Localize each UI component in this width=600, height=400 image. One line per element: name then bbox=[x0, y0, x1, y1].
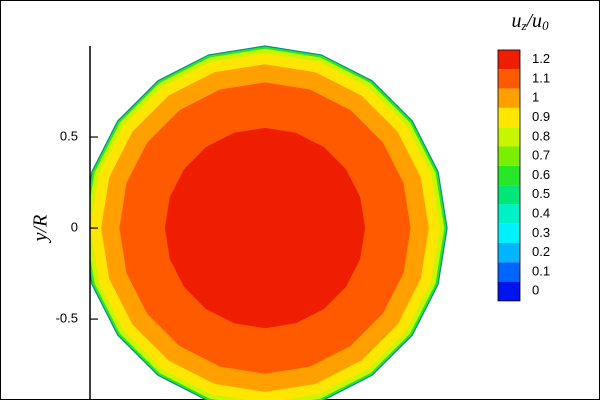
y-tick-label: 0 bbox=[71, 219, 78, 234]
colorbar-swatch bbox=[498, 107, 520, 128]
y-tick-label: 0.5 bbox=[60, 128, 78, 143]
contour-region bbox=[164, 127, 366, 329]
colorbar-border bbox=[497, 49, 521, 302]
y-tick-label: -0.5 bbox=[56, 311, 78, 326]
colorbar-swatch bbox=[498, 281, 520, 301]
colorbar-swatch bbox=[498, 262, 520, 282]
colorbar-label: 0.2 bbox=[532, 244, 550, 259]
colorbar-swatch bbox=[498, 146, 520, 166]
y-axis-label: y/R bbox=[30, 215, 52, 244]
colorbar-label: 1 bbox=[532, 90, 539, 105]
colorbar-label: 0.6 bbox=[532, 167, 550, 182]
colorbar-label: 0.9 bbox=[532, 109, 550, 124]
colorbar-swatch bbox=[498, 243, 520, 263]
colorbar-label: 0.1 bbox=[532, 263, 550, 278]
colorbar-label: 0.3 bbox=[532, 225, 550, 240]
colorbar-swatch bbox=[498, 223, 520, 243]
colorbar-swatch bbox=[498, 50, 520, 70]
colorbar-swatch bbox=[498, 204, 520, 224]
colorbar-title: uz/u0 bbox=[511, 10, 549, 33]
colorbar-label: 1.2 bbox=[532, 51, 550, 66]
colorbar-swatch bbox=[498, 165, 520, 186]
colorbar-swatch bbox=[498, 88, 520, 108]
colorbar-label: 0.7 bbox=[532, 148, 550, 163]
title-part: z bbox=[520, 18, 526, 33]
colorbar-swatch bbox=[498, 185, 520, 205]
colorbar-swatch bbox=[498, 69, 520, 89]
colorbar-label: 0.5 bbox=[532, 186, 550, 201]
colorbar-label: 0 bbox=[532, 283, 539, 298]
title-part: 0 bbox=[542, 18, 549, 33]
colorbar-swatch bbox=[498, 127, 520, 147]
title-part: /u bbox=[526, 10, 543, 32]
colorbar-label: 0.8 bbox=[532, 128, 550, 143]
colorbar-label: 1.1 bbox=[532, 70, 550, 85]
colorbar-label: 0.4 bbox=[532, 205, 550, 220]
plot-area bbox=[90, 45, 448, 400]
title-part: u bbox=[511, 10, 521, 32]
